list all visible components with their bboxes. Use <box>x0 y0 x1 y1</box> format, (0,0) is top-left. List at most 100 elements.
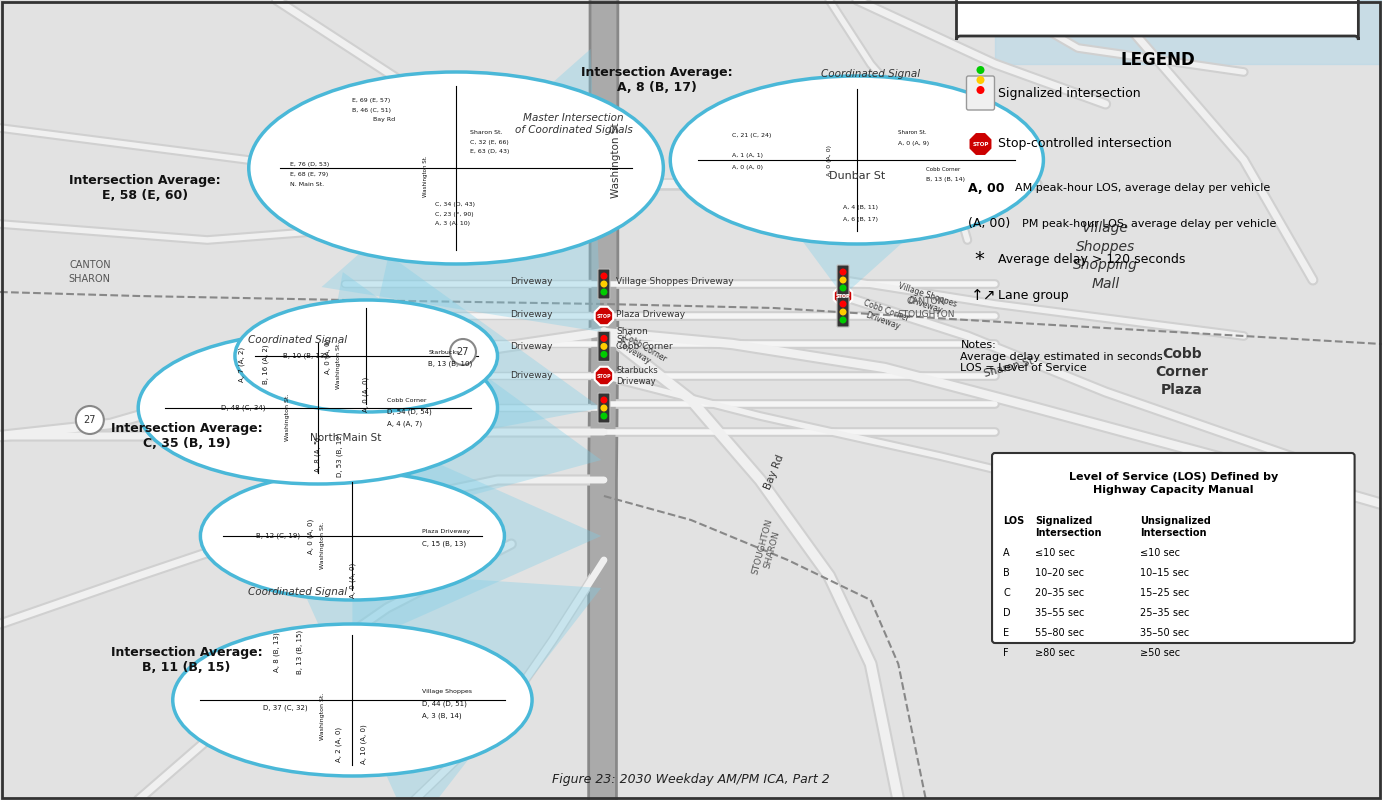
Text: Signalized intersection: Signalized intersection <box>998 86 1142 99</box>
Text: B, 10 (B, 13): B, 10 (B, 13) <box>283 353 328 359</box>
Text: 55–80 sec: 55–80 sec <box>1035 628 1085 638</box>
Text: Plaza Driveway: Plaza Driveway <box>616 310 685 319</box>
Circle shape <box>600 413 608 419</box>
Text: E: E <box>1003 628 1009 638</box>
Text: Intersection Average:
A, 8 (B, 17): Intersection Average: A, 8 (B, 17) <box>580 66 732 94</box>
Text: Bay Rd: Bay Rd <box>373 118 395 122</box>
Text: C, 23 (F, 90): C, 23 (F, 90) <box>435 212 474 217</box>
Text: B: B <box>1003 568 1010 578</box>
Text: ≤10 sec: ≤10 sec <box>1140 548 1180 558</box>
Text: Dunbar St: Dunbar St <box>829 171 886 181</box>
Polygon shape <box>293 568 601 800</box>
FancyBboxPatch shape <box>992 453 1354 643</box>
FancyBboxPatch shape <box>837 265 849 295</box>
Text: STOP: STOP <box>973 142 988 146</box>
FancyBboxPatch shape <box>598 331 609 362</box>
Polygon shape <box>293 272 601 544</box>
Ellipse shape <box>138 332 498 484</box>
Text: Signalized
Intersection: Signalized Intersection <box>1035 516 1101 538</box>
Text: Driveway: Driveway <box>510 277 553 286</box>
Text: 35–55 sec: 35–55 sec <box>1035 608 1085 618</box>
Text: Sharon St: Sharon St <box>983 357 1035 379</box>
Circle shape <box>600 281 608 287</box>
Text: Washington St.: Washington St. <box>285 394 290 442</box>
Text: A, 0 (A, 0): A, 0 (A, 0) <box>826 145 832 175</box>
FancyBboxPatch shape <box>956 0 1359 40</box>
Text: Plaza Driveway: Plaza Driveway <box>422 530 470 534</box>
Text: A, 6 (B, 17): A, 6 (B, 17) <box>843 218 878 222</box>
Text: A, 0 (A, 9): A, 0 (A, 9) <box>898 142 930 146</box>
Circle shape <box>839 285 847 291</box>
Text: B, 12 (C, 19): B, 12 (C, 19) <box>256 533 300 539</box>
Polygon shape <box>833 286 853 306</box>
Text: Sharon St.: Sharon St. <box>898 130 927 134</box>
Ellipse shape <box>235 300 498 412</box>
Text: E, 68 (E, 79): E, 68 (E, 79) <box>290 172 329 177</box>
Text: Intersection Average:
B, 11 (B, 15): Intersection Average: B, 11 (B, 15) <box>111 646 263 674</box>
Text: Washington St.: Washington St. <box>319 522 325 570</box>
Text: Driveway: Driveway <box>510 342 553 351</box>
Text: F: F <box>1003 648 1009 658</box>
Text: Notes:
Average delay estimated in seconds
LOS = Level of Service: Notes: Average delay estimated in second… <box>960 340 1164 373</box>
Text: Stop-controlled intersection: Stop-controlled intersection <box>998 138 1172 150</box>
Text: Washington St.: Washington St. <box>336 342 341 390</box>
Text: Cobb Corner
Driveway: Cobb Corner Driveway <box>616 332 668 372</box>
Text: ≤10 sec: ≤10 sec <box>1035 548 1075 558</box>
Text: St: St <box>616 335 626 345</box>
Text: ≥80 sec: ≥80 sec <box>1035 648 1075 658</box>
Ellipse shape <box>249 72 663 264</box>
Text: A, 0 (A, 0): A, 0 (A, 0) <box>308 518 314 554</box>
Text: E, 63 (D, 43): E, 63 (D, 43) <box>470 150 509 154</box>
Text: Cobb Corner: Cobb Corner <box>387 398 427 402</box>
Text: Sharon St.: Sharon St. <box>470 130 503 135</box>
Text: Washington St.: Washington St. <box>423 155 428 197</box>
Text: 10–20 sec: 10–20 sec <box>1035 568 1083 578</box>
Text: B, 13 (B, 14): B, 13 (B, 14) <box>926 178 965 182</box>
Text: 27: 27 <box>83 415 97 425</box>
Text: A, 00: A, 00 <box>969 182 1005 194</box>
Text: ↑↗: ↑↗ <box>970 289 996 303</box>
Text: C, 32 (E, 66): C, 32 (E, 66) <box>470 140 509 145</box>
Text: Village
Shoppes
Shopping
Mall: Village Shoppes Shopping Mall <box>1074 222 1137 290</box>
Polygon shape <box>322 49 601 332</box>
Text: A, 0 (A, 0): A, 0 (A, 0) <box>325 338 330 374</box>
Polygon shape <box>594 366 614 386</box>
Text: North Main St: North Main St <box>310 434 381 443</box>
Text: Unsignalized
Intersection: Unsignalized Intersection <box>1140 516 1211 538</box>
Text: Driveway: Driveway <box>510 371 553 381</box>
Text: D, 54 (D, 54): D, 54 (D, 54) <box>387 409 431 415</box>
Polygon shape <box>732 147 981 296</box>
Text: 15–25 sec: 15–25 sec <box>1140 588 1190 598</box>
Text: STOP: STOP <box>836 294 850 298</box>
Polygon shape <box>344 254 601 458</box>
Text: 10–15 sec: 10–15 sec <box>1140 568 1189 578</box>
Circle shape <box>839 317 847 323</box>
Text: *: * <box>974 250 984 270</box>
Text: C: C <box>1003 588 1010 598</box>
Text: A, 2 (A, 0): A, 2 (A, 0) <box>336 726 341 762</box>
Text: A, 4 (A, 7): A, 4 (A, 7) <box>387 421 422 427</box>
FancyBboxPatch shape <box>598 393 609 423</box>
Text: A, 0 (A, 0): A, 0 (A, 0) <box>732 166 763 170</box>
Ellipse shape <box>173 624 532 776</box>
Text: Master Intersection
of Coordinated Signals: Master Intersection of Coordinated Signa… <box>514 114 633 134</box>
Text: B, 13 (B, 15): B, 13 (B, 15) <box>297 630 303 674</box>
Text: Washington St: Washington St <box>611 122 622 198</box>
Text: Starbucks
Driveway: Starbucks Driveway <box>616 366 658 386</box>
Circle shape <box>600 273 608 279</box>
Text: A, 0 (A, 0): A, 0 (A, 0) <box>350 562 355 598</box>
Text: D, 48 (C, 34): D, 48 (C, 34) <box>221 405 265 411</box>
Text: A, 8 (A, 5): A, 8 (A, 5) <box>315 437 321 472</box>
Text: Driveway: Driveway <box>510 310 553 319</box>
Text: Cobb
Corner
Plaza: Cobb Corner Plaza <box>1155 346 1208 398</box>
Text: AM peak-hour LOS, average delay per vehicle: AM peak-hour LOS, average delay per vehi… <box>1016 183 1270 193</box>
Text: Average delay > 120 seconds: Average delay > 120 seconds <box>998 254 1186 266</box>
Text: Cobb Corner
Driveway: Cobb Corner Driveway <box>858 298 911 334</box>
Text: Coordinated Signal: Coordinated Signal <box>247 587 347 597</box>
Text: D, 44 (D, 51): D, 44 (D, 51) <box>422 701 466 707</box>
Text: D, 53 (B, 12): D, 53 (B, 12) <box>337 432 343 477</box>
Text: Cobb Corner: Cobb Corner <box>926 167 960 172</box>
Text: Lane group: Lane group <box>998 290 1070 302</box>
Text: STOP: STOP <box>597 374 611 378</box>
Circle shape <box>839 277 847 283</box>
